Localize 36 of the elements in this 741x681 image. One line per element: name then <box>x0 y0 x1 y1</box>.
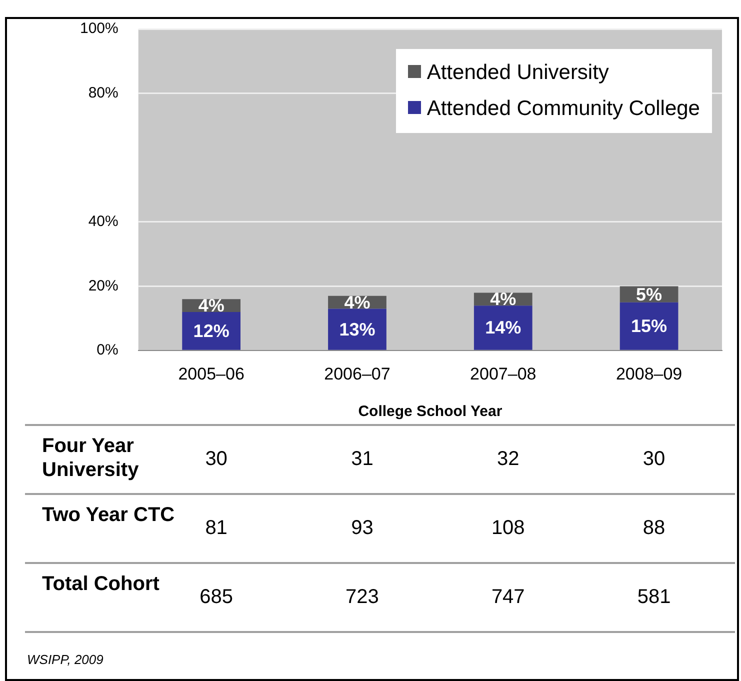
data-label: 30 <box>205 448 228 471</box>
data-label: 5% <box>636 284 662 304</box>
y-tick-label: 0% <box>96 342 118 359</box>
data-label: 4% <box>490 289 516 310</box>
x-tick-label: 2006–07 <box>324 364 390 384</box>
data-label: 723 <box>346 586 379 609</box>
y-tick-label: Total Cohort <box>42 572 160 596</box>
y-tick-label: 80% <box>88 84 118 102</box>
data-label: 4% <box>344 292 370 312</box>
x-tick-label: 2008–09 <box>616 364 682 384</box>
data-label: 12% <box>193 320 230 341</box>
y-tick-label: 40% <box>88 213 118 230</box>
x-tick-label: 2005–06 <box>178 364 244 384</box>
data-label: 93 <box>351 517 374 540</box>
data-label: 685 <box>200 586 233 609</box>
y-tick-label: Four Year University <box>42 434 140 482</box>
data-label: 14% <box>485 318 522 338</box>
data-label: 88 <box>642 517 666 540</box>
data-label: 32 <box>497 448 520 471</box>
data-label: 108 <box>491 517 525 540</box>
x-tick-label: 2007–08 <box>470 364 536 384</box>
data-label: 4% <box>198 296 224 316</box>
legend-label: Attended Community College <box>426 96 700 122</box>
data-label: 581 <box>637 586 671 609</box>
data-label: 747 <box>491 586 525 609</box>
data-label: 30 <box>642 448 666 471</box>
y-tick-label: 100% <box>80 20 118 38</box>
y-tick-label: 20% <box>88 277 118 294</box>
y-tick-label: Two Year CTC <box>42 503 176 527</box>
data-label: 15% <box>631 316 668 336</box>
legend-label: Attended University <box>426 60 610 86</box>
text: WSIPP, 2009 <box>27 652 104 667</box>
data-label: 13% <box>339 319 376 340</box>
x-axis-title: College School Year <box>358 403 502 420</box>
data-label: 81 <box>205 517 228 540</box>
data-label: 31 <box>351 448 374 471</box>
